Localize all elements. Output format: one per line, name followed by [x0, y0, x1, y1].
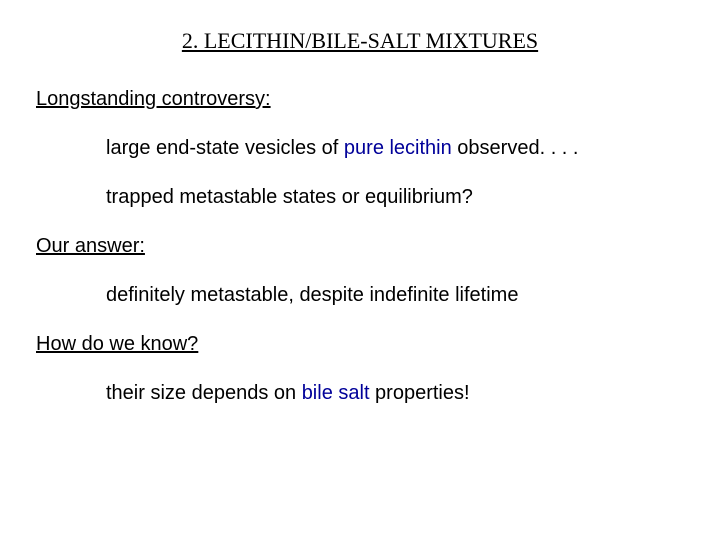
text-plain: properties! [370, 382, 470, 404]
how-line-1: their size depends on bile salt properti… [36, 382, 684, 405]
text-plain: large end-state vesicles of [106, 137, 344, 159]
heading-how: How do we know? [36, 333, 684, 356]
text-plain: observed. . . . [452, 137, 579, 159]
controversy-line-1: large end-state vesicles of pure lecithi… [36, 137, 684, 160]
text-accent: bile salt [302, 382, 370, 404]
controversy-line-2: trapped metastable states or equilibrium… [36, 186, 684, 209]
slide-title: 2. LECITHIN/BILE-SALT MIXTURES [36, 28, 684, 54]
text-plain: their size depends on [106, 382, 302, 404]
heading-answer: Our answer: [36, 235, 684, 258]
text-accent: pure lecithin [344, 137, 452, 159]
answer-line-1: definitely metastable, despite indefinit… [36, 284, 684, 307]
heading-controversy: Longstanding controversy: [36, 88, 684, 111]
